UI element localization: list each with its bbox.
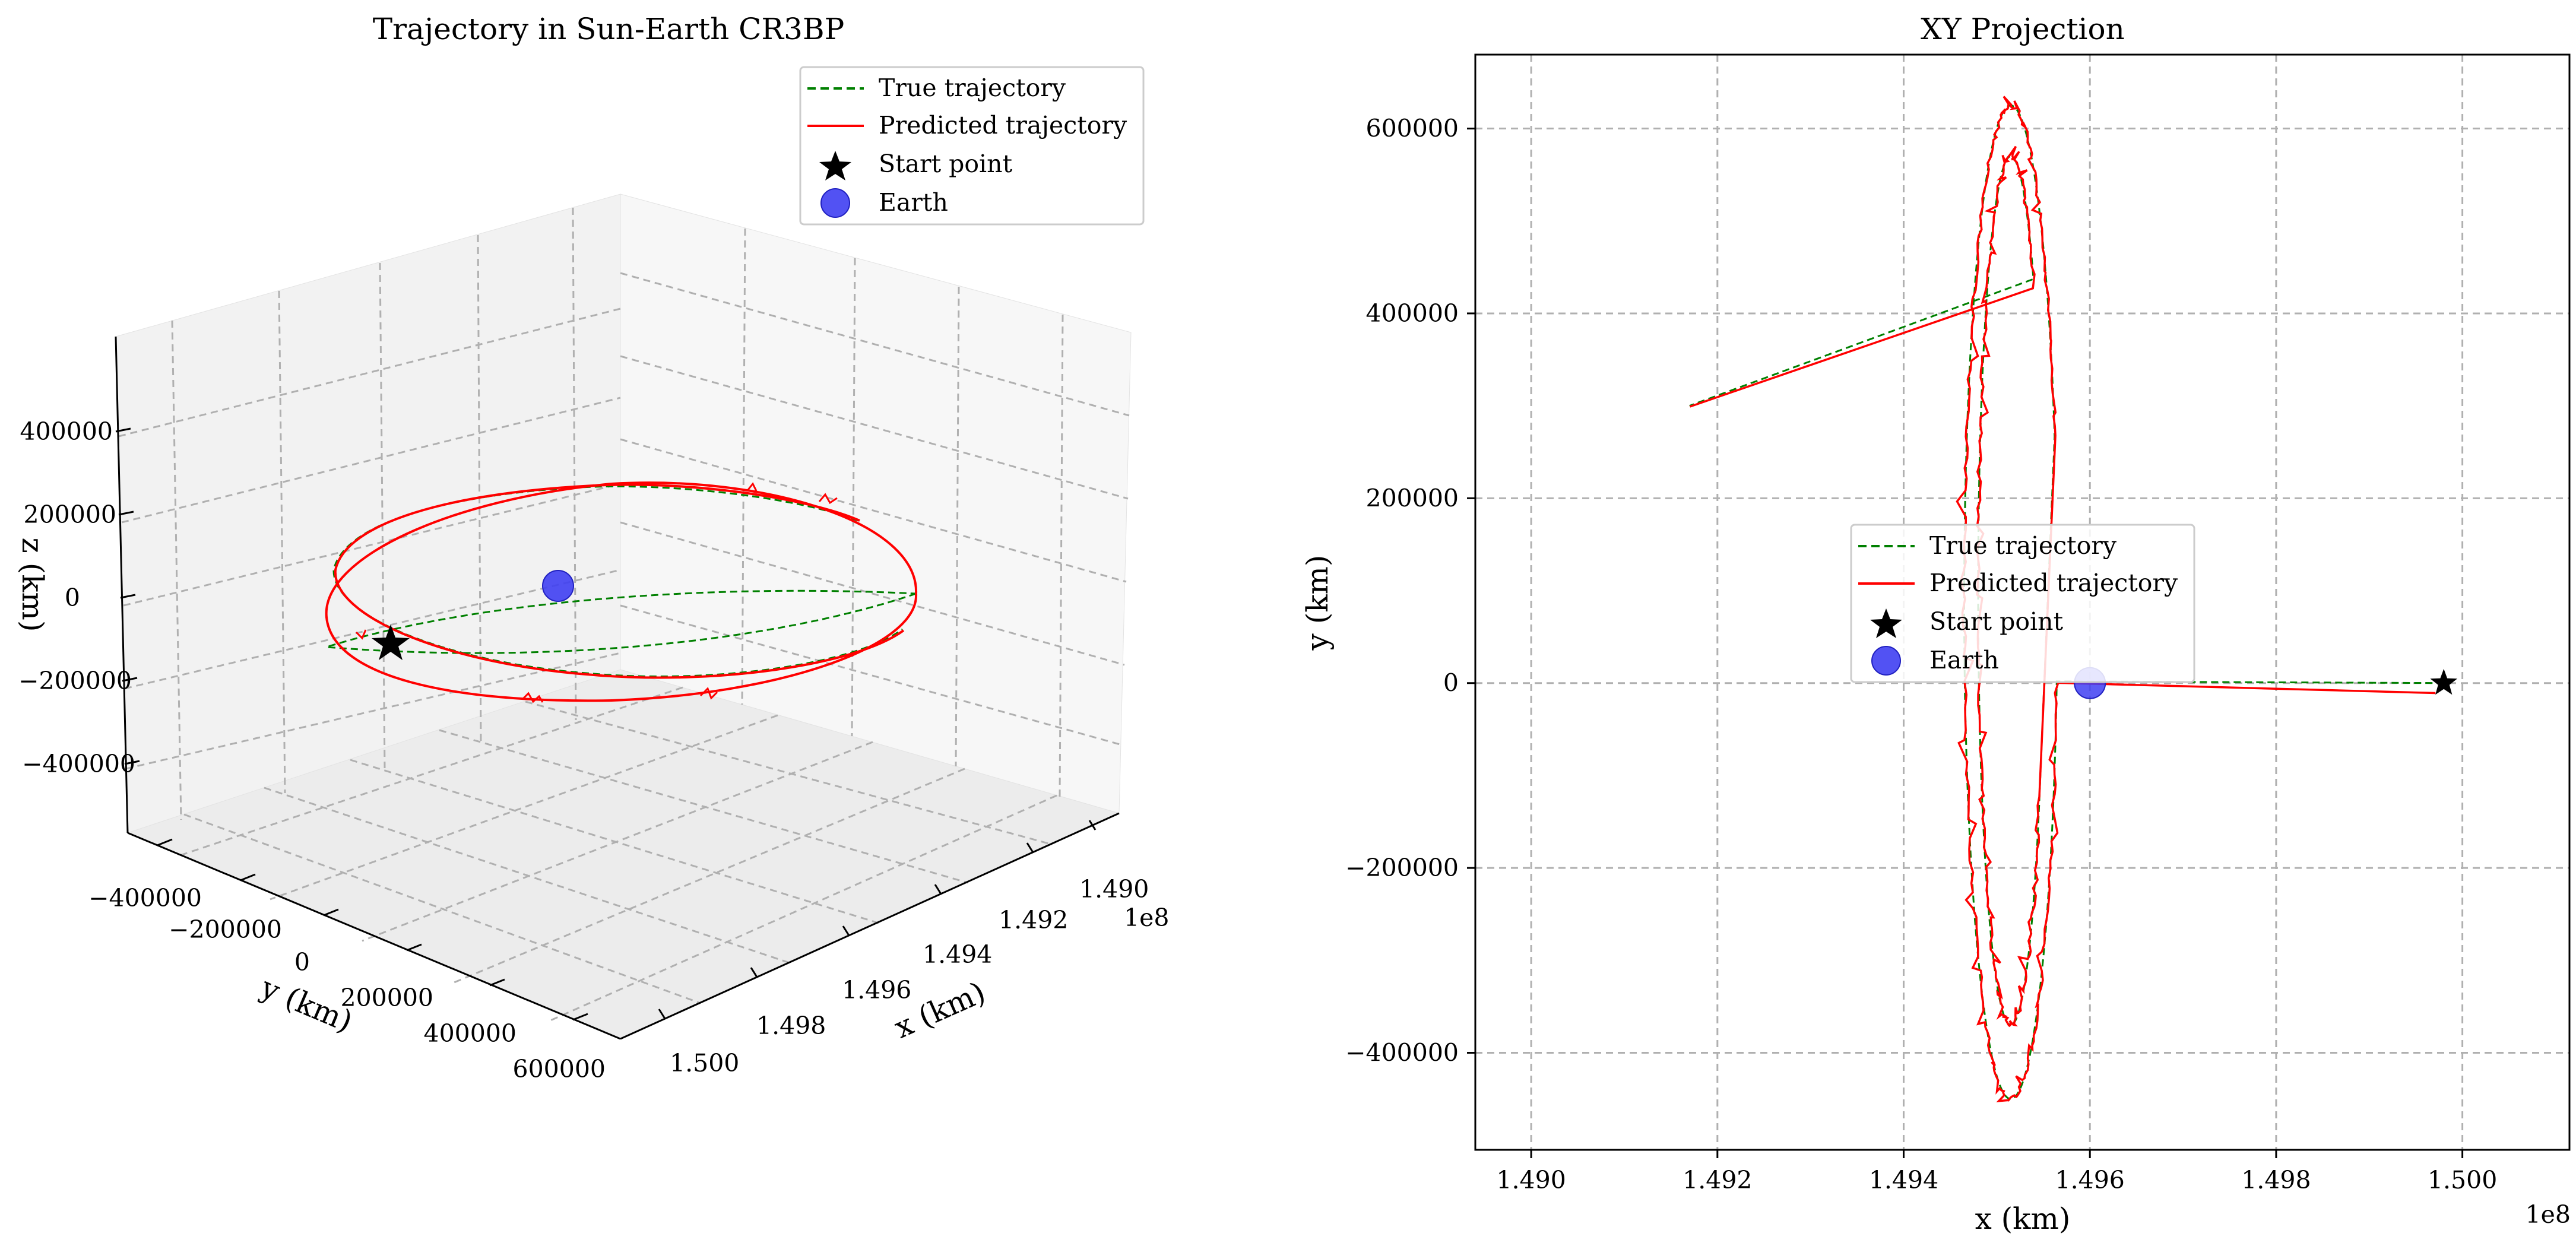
x-tick-label: 1.490 <box>1079 875 1149 903</box>
ticks-xy: 1.490 1.492 1.494 1.496 1.498 1.500 −400000 −20… <box>1345 115 2497 1194</box>
x-offset-label: 1e8 <box>1124 903 1169 932</box>
start-point-3d-marker <box>372 624 410 660</box>
x-tick-label: 1.494 <box>923 940 992 969</box>
z-axis-label: z (km) <box>15 538 50 632</box>
legend-label-start: Start point <box>879 150 1013 178</box>
y-tick-label: 200000 <box>340 984 433 1012</box>
x-tick-label: 1.496 <box>842 976 911 1004</box>
legend-xy: True trajectory Predicted trajectory Sta… <box>1850 524 2195 683</box>
y-tick-label: 600000 <box>512 1055 606 1083</box>
x-tick-label: 1.498 <box>756 1012 826 1040</box>
legend-label-earth: Earth <box>879 188 948 217</box>
x-tick-label: 1.500 <box>670 1049 739 1077</box>
trajectory-xy-lines <box>1689 96 2444 1102</box>
x-axis-line <box>620 812 1120 1040</box>
y-tick-label-xy: 0 <box>1443 669 1459 697</box>
legend-xy-swatch-earth <box>1871 646 1901 676</box>
y-tick-label-xy: −400000 <box>1345 1039 1459 1067</box>
z-tick-label: −200000 <box>18 667 132 695</box>
z-tick-label: 200000 <box>23 500 116 529</box>
y-tick-label: −400000 <box>88 884 202 912</box>
y-tick-label: −200000 <box>169 915 282 944</box>
legend-xy-label-predicted: Predicted trajectory <box>1929 569 2178 597</box>
grid-3d <box>118 207 1130 1022</box>
xy-plot-frame <box>1474 53 2571 1151</box>
y-tick-label-xy: 600000 <box>1365 115 1459 143</box>
legend-swatch-start <box>819 151 851 180</box>
legend-3d: True trajectory Predicted trajectory Sta… <box>799 66 1145 226</box>
chart-title-xy: XY Projection <box>1921 12 2125 46</box>
x-offset-label-xy: 1e8 <box>2526 1200 2571 1229</box>
legend-label-true: True trajectory <box>879 74 1066 102</box>
x-tick-label-xy: 1.496 <box>2055 1166 2125 1194</box>
legend-xy-swatch-start <box>1870 608 1902 638</box>
x-tick-label-xy: 1.492 <box>1683 1166 1752 1194</box>
y-axis-label: y (km) <box>255 970 357 1039</box>
y-tick-label-xy: 400000 <box>1365 299 1459 328</box>
true-trajectory-3d <box>326 485 917 678</box>
predicted-trajectory-xy <box>1689 96 2436 1102</box>
ticks-3d <box>115 427 1097 1021</box>
z-axis-line <box>115 336 129 833</box>
legend-xy-label-true: True trajectory <box>1929 531 2117 560</box>
y-axis-label-xy: y (km) <box>1300 555 1335 651</box>
legend-xy-label-start: Start point <box>1929 607 2064 636</box>
x-tick-label-xy: 1.500 <box>2428 1166 2497 1194</box>
x-tick-label-xy: 1.494 <box>1869 1166 1938 1194</box>
x-tick-label: 1.492 <box>999 906 1068 934</box>
trajectory-3d-lines <box>325 481 918 703</box>
legend-label-predicted: Predicted trajectory <box>879 111 1127 139</box>
y-tick-label-xy: 200000 <box>1365 484 1459 512</box>
x-axis-label-xy: x (km) <box>1975 1201 2071 1236</box>
start-point-xy-marker <box>2430 668 2458 695</box>
y-tick-label: 400000 <box>423 1019 517 1048</box>
y-tick-label: 0 <box>294 948 310 976</box>
chart-title-3d: Trajectory in Sun-Earth CR3BP <box>373 12 845 46</box>
predicted-trajectory-3d-noise <box>355 482 838 703</box>
xy-projection-chart: XY Projection 1.490 1.492 1.494 1.496 1.498 1… <box>1300 12 2571 1236</box>
y-tick-label-xy: −200000 <box>1345 854 1459 882</box>
trajectory-3d-chart: 400000 200000 0 −200000 −400000 −400000 … <box>15 12 1169 1083</box>
z-tick-label: −400000 <box>22 750 135 778</box>
x-tick-label-xy: 1.498 <box>2241 1166 2311 1194</box>
legend-xy-label-earth: Earth <box>1929 646 1999 674</box>
y-axis-line <box>127 832 621 1040</box>
z-tick-label: 0 <box>65 584 80 612</box>
z-tick-label: 400000 <box>20 417 113 446</box>
x-tick-label-xy: 1.490 <box>1496 1166 1566 1194</box>
predicted-trajectory-3d <box>325 481 918 702</box>
legend-swatch-earth <box>820 188 850 218</box>
earth-3d-marker <box>542 570 574 602</box>
